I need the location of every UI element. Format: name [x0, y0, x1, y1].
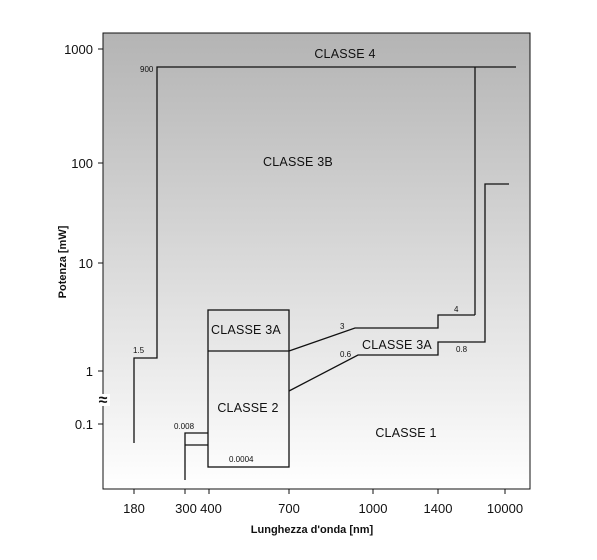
annotation-label: 0.0004 [229, 455, 254, 464]
y-axis-title: Potenza [mW] [57, 225, 69, 298]
y-tick-label: 100 [71, 156, 93, 171]
y-tick-label: 0.1 [75, 417, 93, 432]
x-axis: 180 300 400 700 1000 1400 10000 [123, 489, 523, 516]
region-label: CLASSE 2 [217, 401, 278, 415]
x-tick-label: 180 [123, 501, 145, 516]
plot-area [102, 32, 531, 490]
class-2-box [207, 309, 290, 468]
annotation-label: 4 [454, 305, 459, 314]
region-label: CLASSE 1 [375, 426, 436, 440]
boundary-lines [133, 66, 516, 480]
region-label: CLASSE 3A [362, 338, 432, 352]
x-axis-title: Lunghezza d'onda [nm] [251, 524, 374, 536]
annotation-label: 3 [340, 322, 345, 331]
annotation-label: 900 [140, 65, 154, 74]
x-tick-label: 1000 [359, 501, 388, 516]
class-1-3a-boundary [288, 183, 509, 392]
region-label: CLASSE 3B [263, 155, 333, 169]
annotation-label: 0.008 [174, 422, 195, 431]
annotation-label: 0.6 [340, 350, 352, 359]
region-label: CLASSE 3A [211, 323, 281, 337]
class-1-2-step [184, 432, 208, 480]
annotation-label: 0.8 [456, 345, 468, 354]
class-3a-3b-boundary [288, 314, 475, 352]
axis-break-gap [96, 394, 110, 406]
region-label: CLASSE 4 [314, 47, 375, 61]
y-tick-label: 1 [86, 364, 93, 379]
class-3b-4-boundary [133, 66, 516, 443]
x-tick-label: 1400 [424, 501, 453, 516]
y-axis: 1000 100 10 1 0.1 [64, 42, 103, 432]
annotation-label: 1.5 [133, 346, 145, 355]
x-tick-label: 300 [175, 501, 197, 516]
axis-break-mark: ≈ [99, 392, 108, 409]
x-tick-label: 400 [200, 501, 222, 516]
y-tick-label: 1000 [64, 42, 93, 57]
y-tick-label: 10 [79, 256, 93, 271]
x-tick-label: 10000 [487, 501, 523, 516]
x-tick-label: 700 [278, 501, 300, 516]
